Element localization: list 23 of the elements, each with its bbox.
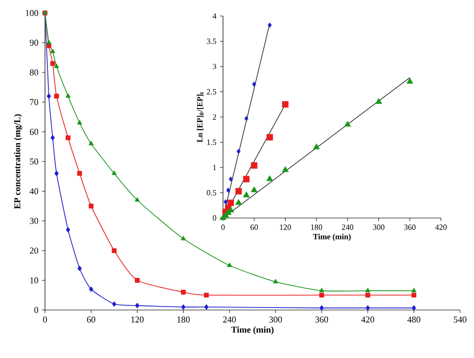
x-axis-title: Time (min) (231, 326, 274, 335)
y-tick-label: 50 (30, 158, 38, 165)
x-tick-label: 360 (315, 316, 328, 323)
y-tick-label: 10 (30, 277, 38, 284)
y-axis-title: EP concentration (mg/L) (14, 114, 22, 209)
x-tick-label: 540 (454, 316, 466, 323)
y-tick-label: 60 (30, 128, 38, 135)
y-tick-label: 70 (30, 99, 38, 106)
y-tick-label: 20 (30, 248, 38, 254)
y-tick-label: 40 (30, 188, 38, 194)
y-tick-label: 80 (30, 69, 38, 76)
y-tick-label: 30 (30, 218, 38, 224)
x-tick-label: 480 (407, 316, 420, 323)
x-tick-label: 300 (269, 316, 282, 323)
x-tick-label: 180 (177, 316, 190, 323)
x-tick-label: 240 (223, 316, 236, 323)
x-tick-label: 0 (43, 316, 47, 323)
y-tick-label: 100 (26, 10, 38, 16)
x-tick-label: 420 (361, 316, 374, 323)
x-tick-label: 60 (87, 316, 96, 323)
x-tick-label: 120 (131, 316, 144, 323)
y-tick-label: 0 (34, 306, 38, 314)
y-tick-label: 90 (30, 40, 38, 46)
